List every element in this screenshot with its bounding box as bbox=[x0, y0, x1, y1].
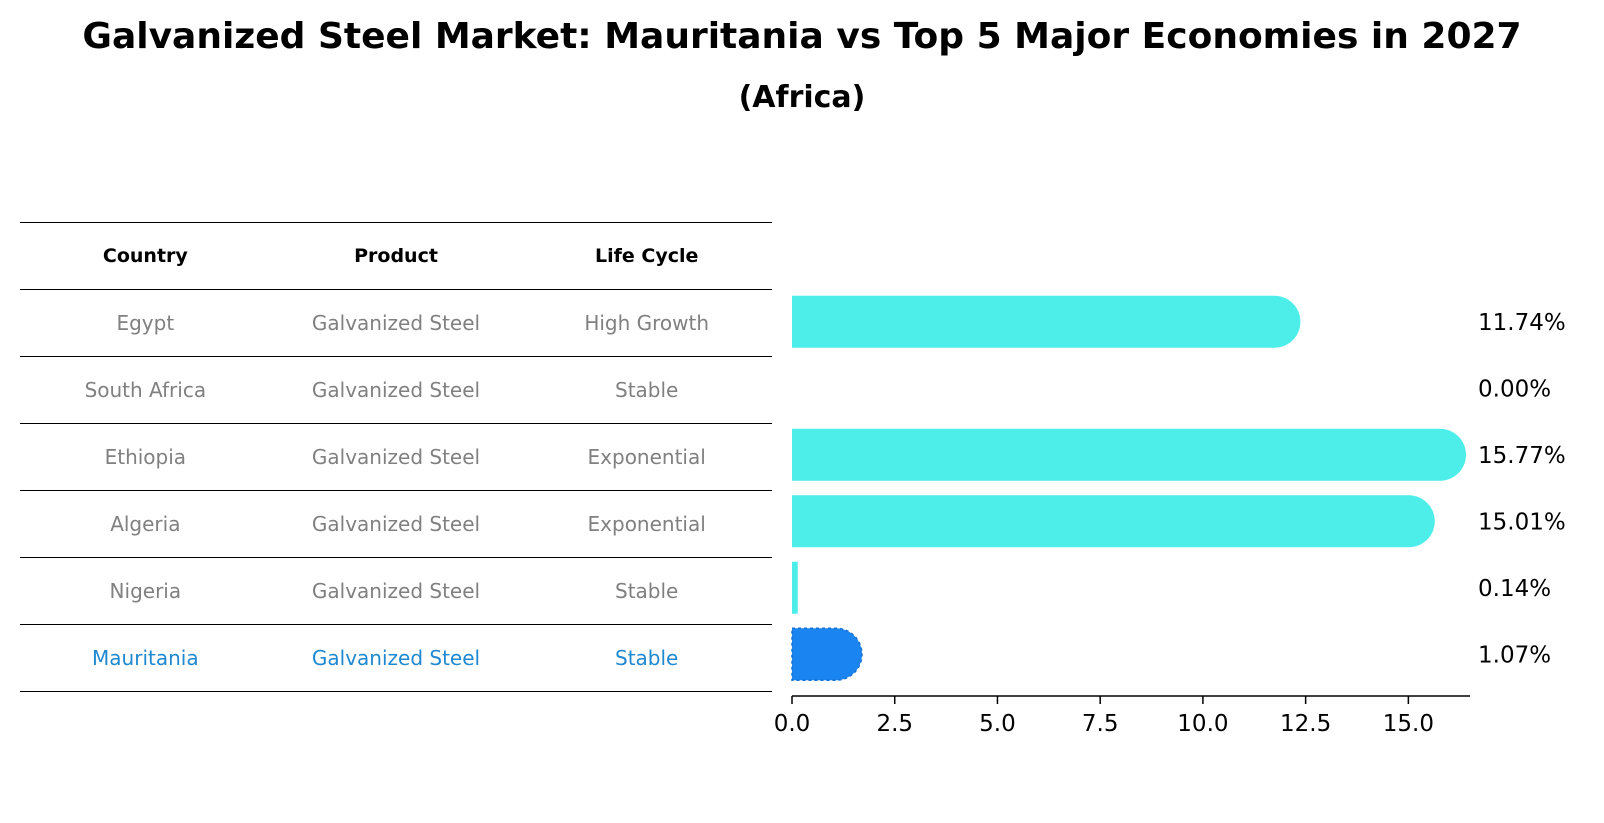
x-tick-label: 0.0 bbox=[774, 711, 811, 737]
cell-product: Galvanized Steel bbox=[311, 311, 481, 335]
table-row: Nigeria Galvanized Steel Stable bbox=[20, 558, 772, 625]
chart-title: Galvanized Steel Market: Mauritania vs T… bbox=[82, 16, 1522, 57]
cell-product: Galvanized Steel bbox=[311, 512, 481, 536]
cell-country: Algeria bbox=[110, 512, 181, 536]
cell-life-cycle: Exponential bbox=[587, 445, 706, 469]
value-label: 11.74% bbox=[1478, 310, 1566, 336]
cell-country: Mauritania bbox=[92, 646, 199, 670]
cell-product: Galvanized Steel bbox=[311, 445, 481, 469]
cell-life-cycle: High Growth bbox=[584, 311, 710, 335]
bar bbox=[792, 495, 1435, 548]
cell-product: Galvanized Steel bbox=[311, 378, 481, 402]
cell-life-cycle: Exponential bbox=[587, 512, 706, 536]
value-label: 15.01% bbox=[1478, 509, 1566, 535]
x-tick-label: 5.0 bbox=[979, 711, 1016, 737]
cell-life-cycle: Stable bbox=[615, 646, 679, 670]
table-header-row: Country Product Life Cycle bbox=[20, 223, 772, 290]
table-row: South Africa Galvanized Steel Stable bbox=[20, 357, 772, 424]
bar-highlight bbox=[791, 627, 863, 681]
cell-product: Galvanized Steel bbox=[311, 579, 481, 603]
cell-product: Galvanized Steel bbox=[311, 646, 481, 670]
bar bbox=[792, 561, 798, 614]
chart-subtitle: (Africa) bbox=[738, 80, 866, 115]
value-label: 0.00% bbox=[1478, 376, 1551, 402]
cell-life-cycle: Stable bbox=[615, 579, 679, 603]
cell-country: Egypt bbox=[116, 311, 175, 335]
cell-country: Ethiopia bbox=[104, 445, 187, 469]
x-tick-label: 12.5 bbox=[1280, 711, 1331, 737]
table-row: Ethiopia Galvanized Steel Exponential bbox=[20, 424, 772, 491]
table-row: Algeria Galvanized Steel Exponential bbox=[20, 491, 772, 558]
header-product: Product bbox=[354, 245, 438, 267]
header-country: Country bbox=[102, 245, 188, 267]
cell-country: Nigeria bbox=[109, 579, 182, 603]
bar bbox=[792, 428, 1467, 481]
value-label: 0.14% bbox=[1478, 576, 1551, 602]
bar bbox=[792, 295, 1301, 348]
header-life-cycle: Life Cycle bbox=[594, 245, 699, 267]
x-tick-label: 10.0 bbox=[1177, 711, 1228, 737]
cell-country: South Africa bbox=[84, 378, 207, 402]
value-label: 15.77% bbox=[1478, 443, 1566, 469]
x-tick-label: 7.5 bbox=[1082, 711, 1119, 737]
market-table: Country Product Life Cycle Egypt Galvani… bbox=[20, 222, 772, 692]
x-tick-label: 15.0 bbox=[1383, 711, 1434, 737]
table-row-highlight: Mauritania Galvanized Steel Stable bbox=[20, 625, 772, 692]
x-tick-label: 2.5 bbox=[876, 711, 913, 737]
table-row: Egypt Galvanized Steel High Growth bbox=[20, 290, 772, 357]
cell-life-cycle: Stable bbox=[615, 378, 679, 402]
value-label: 1.07% bbox=[1478, 642, 1551, 668]
